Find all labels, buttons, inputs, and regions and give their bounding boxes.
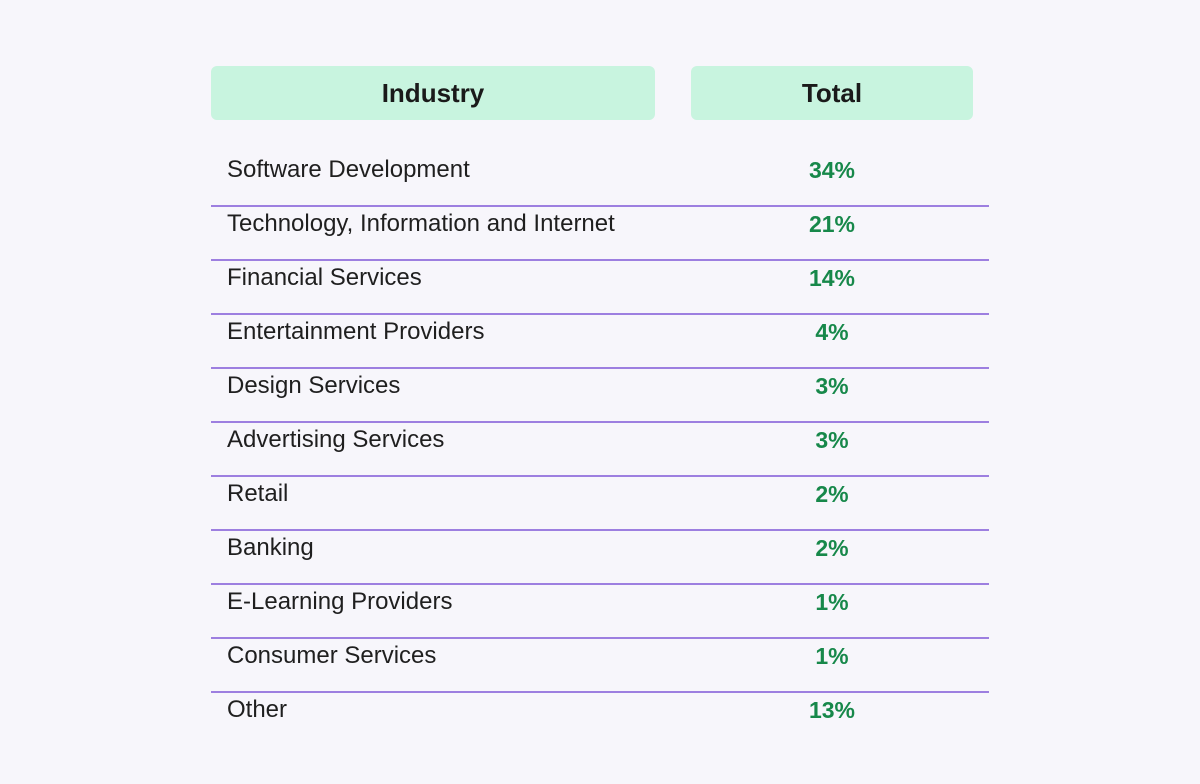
- industry-cell: Retail: [227, 480, 289, 507]
- total-cell: 3%: [815, 373, 849, 399]
- table-header: Industry Total: [211, 66, 989, 120]
- table-row: Design Services 3%: [211, 369, 989, 423]
- industry-cell: Technology, Information and Internet: [227, 210, 615, 237]
- total-cell: 2%: [815, 481, 849, 507]
- table-row: Consumer Services 1%: [211, 639, 989, 693]
- total-cell: 4%: [815, 319, 849, 345]
- table-row: E-Learning Providers 1%: [211, 585, 989, 639]
- table-body: Software Development 34% Technology, Infor…: [211, 153, 989, 747]
- industry-cell: Entertainment Providers: [227, 318, 485, 345]
- table-row: Technology, Information and Internet 21%: [211, 207, 989, 261]
- industry-cell: E-Learning Providers: [227, 588, 453, 615]
- table-row: Entertainment Providers 4%: [211, 315, 989, 369]
- table-row: Other 13%: [211, 693, 989, 747]
- column-header-industry: Industry: [211, 66, 655, 120]
- total-cell: 3%: [815, 427, 849, 453]
- industry-cell: Advertising Services: [227, 426, 445, 453]
- industry-cell: Other: [227, 696, 288, 723]
- total-cell: 1%: [815, 643, 849, 669]
- table-row: Advertising Services 3%: [211, 423, 989, 477]
- industry-cell: Design Services: [227, 372, 401, 399]
- industry-table: Industry Total Software Development 34% Te…: [211, 66, 989, 723]
- table-row: Banking 2%: [211, 531, 989, 585]
- table-row: Retail 2%: [211, 477, 989, 531]
- column-header-total: Total: [691, 66, 973, 120]
- total-cell: 13%: [808, 697, 856, 723]
- industry-cell: Financial Services: [227, 264, 422, 291]
- total-cell: 21%: [808, 211, 856, 237]
- table-row: Software Development 34%: [211, 153, 989, 207]
- table-row: Financial Services 14%: [211, 261, 989, 315]
- total-cell: 2%: [815, 535, 849, 561]
- total-cell: 1%: [815, 589, 849, 615]
- total-cell: 14%: [808, 265, 856, 291]
- industry-cell: Consumer Services: [227, 642, 437, 669]
- industry-cell: Banking: [227, 534, 314, 561]
- industry-cell: Software Development: [227, 156, 470, 183]
- total-cell: 34%: [808, 157, 856, 183]
